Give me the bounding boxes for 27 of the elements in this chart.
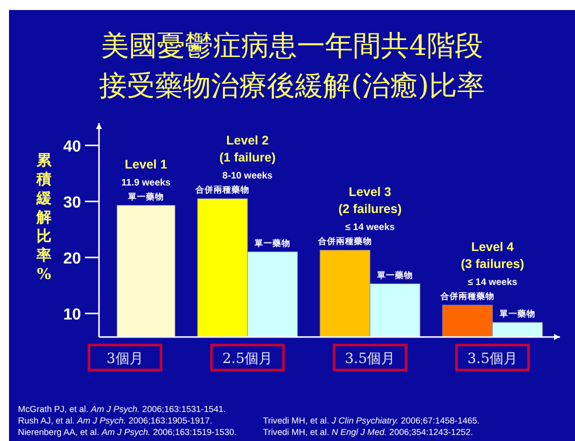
text: Rush AJ, et al. Am J Psych. 2006;163:1905-1917. [18,416,212,426]
y-tick-label: 20 [63,250,82,268]
y-tick-label: 10 [63,306,82,324]
text: 單一藥物 [377,270,413,281]
text: 單一藥物 [500,309,536,320]
y-tick-label: 40 [63,138,82,156]
annotation: Level 3 (2 failures) ≤ 14 weeks [338,185,402,234]
annotation: Level 4 (3 failures) ≤ 14 weeks [460,240,524,288]
text: McGrath PJ, et al. Am J Psych. 2006;163:1531-1541. [18,404,226,414]
text: Trivedi MH, et al. N Engl J Med. 2006;354:1243-1252. [263,427,473,437]
text: 合併兩種藥物 [440,292,494,302]
annotation: Level 2 (1 failure) 8-10 weeks [219,134,276,182]
y-tick-label: 30 [63,194,82,212]
text: 單一藥物 [254,238,290,249]
x-tick-label: 2.5個月 [222,351,273,367]
series-label: 合併兩種藥物 [194,184,250,196]
text: Nierenberg AA, et al. Am J Psych. 2006;163:1519-1530. [18,427,237,437]
text: Trivedi MH, et al. J Clin Psychiatry. 2006;67:1458-1465. [263,416,480,426]
ylabel: 累積緩解比率% [36,151,52,283]
x-tick-label: 3個月 [106,351,144,367]
annotation: Level 1 11.9 weeks [121,157,171,188]
x-tick-label: 3.5個月 [344,351,396,367]
x-tick-label: 3.5個月 [467,351,518,367]
title: 美國憂鬱症病患一年間共4階段 [101,29,483,62]
text: 合併兩種藥物 [318,237,372,248]
series-label: 單一藥物 [127,191,164,202]
subtitle: 接受藥物治療後緩解(治癒)比率 [99,69,485,102]
